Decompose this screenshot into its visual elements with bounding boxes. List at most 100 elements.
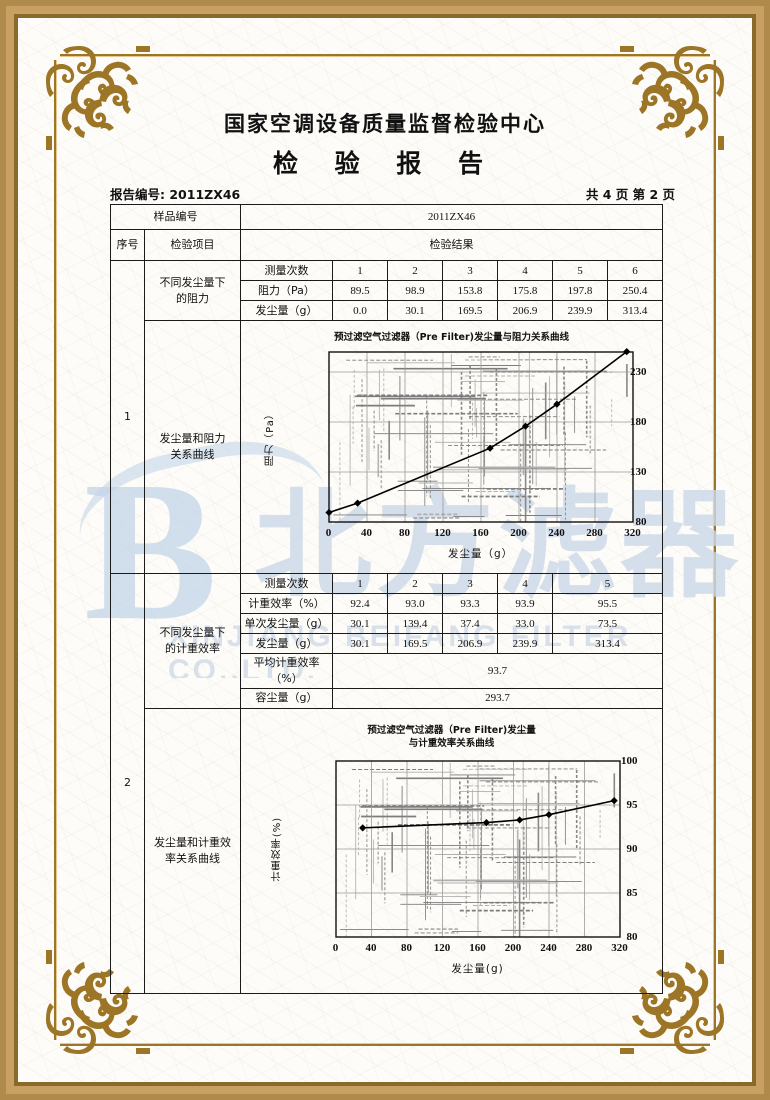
chart-data-point xyxy=(358,823,366,832)
chart-data-point xyxy=(324,509,333,517)
dust-capacity-label: 容尘量（g） xyxy=(240,687,333,709)
chart-efficiency-vs-dust: 预过滤空气过滤器（Pre Filter)发尘量 与计重效率关系曲线 80 85 90… xyxy=(243,715,660,987)
border-rule-top xyxy=(60,54,710,57)
chart-xtick-label: 120 xyxy=(434,527,451,540)
avg-efficiency-label: 平均计重效率（%） xyxy=(240,653,333,689)
row1-measure-no-5: 5 xyxy=(552,260,608,281)
chart-ylabel: 计重效率(%) xyxy=(271,816,283,881)
report-number: 报告编号: 2011ZX46 xyxy=(110,187,241,202)
col-header-result: 检验结果 xyxy=(239,229,664,261)
row2-cum-dust-5: 313.4 xyxy=(551,633,664,654)
seq-cell-1: 1 xyxy=(110,260,145,574)
row1-measure-no-4: 4 xyxy=(497,260,553,281)
chart-data-point xyxy=(515,816,523,824)
chart-xtick-label: 240 xyxy=(540,941,557,954)
item-label-efficiency-line2: 的计重效率 xyxy=(165,641,220,655)
avg-efficiency-value: 93.7 xyxy=(331,653,664,689)
chart-ytick-label: 85 xyxy=(626,886,638,899)
row1-measure-no-3: 3 xyxy=(442,260,498,281)
chart2-title-line1: 预过滤空气过滤器（Pre Filter)发尘量 xyxy=(367,725,536,737)
row2-single-dust-2: 139.4 xyxy=(387,613,443,634)
chart-plot-frame xyxy=(334,759,621,938)
border-rule-bottom xyxy=(60,1043,710,1046)
chart-data-point xyxy=(353,499,361,508)
col-header-item: 检验项目 xyxy=(144,229,241,261)
row1-dust-5: 239.9 xyxy=(552,300,608,321)
item-label-resistance-line2: 的阻力 xyxy=(176,291,209,305)
row2-cum-dust-3: 206.9 xyxy=(442,633,498,654)
table-row-measure-no-1: 1 不同发尘量下 的阻力 测量次数 1 2 3 4 5 6 xyxy=(110,260,664,574)
row1-header-dust: 发尘量（g） xyxy=(240,300,333,321)
chart-xlabel: 发尘量（g） xyxy=(447,548,514,561)
chart-resistance-vs-dust: 预过滤空气过滤器（Pre Filter)发尘量与阻力关系曲线 80 130 180 2… xyxy=(243,328,660,567)
row1-measure-no-6: 6 xyxy=(606,260,664,281)
inspection-result-table: 样品编号 2011ZX46 序号 检验项目 检验结果 1 不同发尘量下 的阻力 … xyxy=(110,204,664,994)
row2-single-dust-4: 33.0 xyxy=(497,613,553,634)
row2-header-cum-dust: 发尘量（g） xyxy=(240,633,333,654)
chart-ytick-label: 180 xyxy=(630,416,647,429)
chart2-title: 预过滤空气过滤器（Pre Filter)发尘量 与计重效率关系曲线 xyxy=(243,721,660,751)
row1-measure-no-2: 2 xyxy=(387,260,443,281)
item-label-resistance-line1: 不同发尘量下 xyxy=(159,275,226,289)
row2-cum-dust-1: 30.1 xyxy=(332,633,388,654)
page-title: 检 验 报 告 xyxy=(272,149,498,178)
item-label-resistance-curve-line1: 发尘量和阻力 xyxy=(159,432,226,446)
row2-header-measure-no: 测量次数 xyxy=(240,573,333,594)
table-row-chart-2: 发尘量和计重效 率关系曲线 预过滤空气过滤器（Pre Filter)发尘量 与计… xyxy=(111,707,664,994)
chart-ytick-label: 80 xyxy=(635,516,647,529)
row2-efficiency-3: 93.3 xyxy=(442,593,498,614)
chart-ylabel: 阻力（Pa） xyxy=(264,408,276,467)
row1-header-measure-no: 测量次数 xyxy=(240,260,333,281)
chart-xtick-label: 120 xyxy=(433,941,451,954)
chart-cell-resistance: 预过滤空气过滤器（Pre Filter)发尘量与阻力关系曲线 80 130 180 2… xyxy=(239,320,664,574)
chart-xtick-label: 320 xyxy=(624,527,641,540)
table-row-avg-efficiency: 平均计重效率（%） 93.7 xyxy=(111,653,664,689)
chart-series-line xyxy=(328,351,627,514)
table-row-sample-no: 样品编号 2011ZX46 xyxy=(110,204,664,230)
row2-cum-dust-2: 169.5 xyxy=(387,633,443,654)
chart-ytick-label: 230 xyxy=(630,366,647,379)
row1-resistance-6: 250.4 xyxy=(606,280,664,301)
chart-data-point xyxy=(610,796,618,804)
chart-xtick-label: 240 xyxy=(548,527,565,540)
row2-single-dust-1: 30.1 xyxy=(332,613,388,634)
row1-dust-3: 169.5 xyxy=(442,300,498,321)
item-label-efficiency-curve-line2: 率关系曲线 xyxy=(165,851,220,865)
row1-dust-1: 0.0 xyxy=(332,300,388,321)
organization-title: 国家空调设备质量监督检验中心 xyxy=(224,112,546,136)
sample-no-value: 2011ZX46 xyxy=(239,204,664,230)
ornament-corner-bottom-left-icon xyxy=(46,950,150,1054)
row2-single-dust-3: 37.4 xyxy=(442,613,498,634)
chart-ytick-label: 130 xyxy=(630,466,647,479)
item-label-resistance-curve: 发尘量和阻力 关系曲线 xyxy=(144,320,241,574)
chart-xtick-label: 80 xyxy=(401,941,413,954)
row1-resistance-3: 153.8 xyxy=(442,280,498,301)
chart-xtick-label: 40 xyxy=(361,527,373,540)
row2-measure-no-1: 1 xyxy=(332,573,388,594)
row2-measure-no-4: 4 xyxy=(497,573,553,594)
border-rule-right-highlight xyxy=(713,60,714,1040)
item-label-efficiency-line1: 不同发尘量下 xyxy=(159,626,226,639)
chart-ytick-label: 80 xyxy=(626,930,638,943)
chart-xtick-label: 280 xyxy=(586,527,603,540)
table-row-header: 序号 检验项目 检验结果 xyxy=(110,229,664,261)
row2-header-efficiency: 计重效率（%） xyxy=(240,593,333,614)
chart-xtick-label: 160 xyxy=(472,527,489,540)
row2-measure-no-2: 2 xyxy=(387,573,443,594)
item-label-efficiency: 不同发尘量下 的计重效率 xyxy=(144,573,241,709)
row1-resistance-2: 98.9 xyxy=(387,280,443,301)
chart-ytick-label: 95 xyxy=(626,798,638,811)
border-rule-top-highlight xyxy=(60,56,710,57)
chart-data-point xyxy=(552,401,561,409)
item-label-resistance-curve-line2: 关系曲线 xyxy=(170,448,215,461)
row2-efficiency-4: 93.9 xyxy=(497,593,553,614)
page-number: 共 4 页 第 2 页 xyxy=(585,187,675,202)
table-row-single-dust: 单次发尘量（g） 30.1 139.4 37.4 33.0 73.5 xyxy=(111,613,664,634)
border-rule-left-highlight xyxy=(56,60,57,1040)
chart-data-point xyxy=(622,348,630,356)
table-row-measure-no-2: 2 不同发尘量下 的计重效率 测量次数 1 2 3 4 5 xyxy=(110,573,664,994)
chart-ytick-label: 100 xyxy=(621,754,638,767)
table-row-efficiency: 计重效率（%） 92.4 93.0 93.3 93.9 95.5 xyxy=(111,593,664,614)
chart-xtick-label: 200 xyxy=(504,941,522,954)
